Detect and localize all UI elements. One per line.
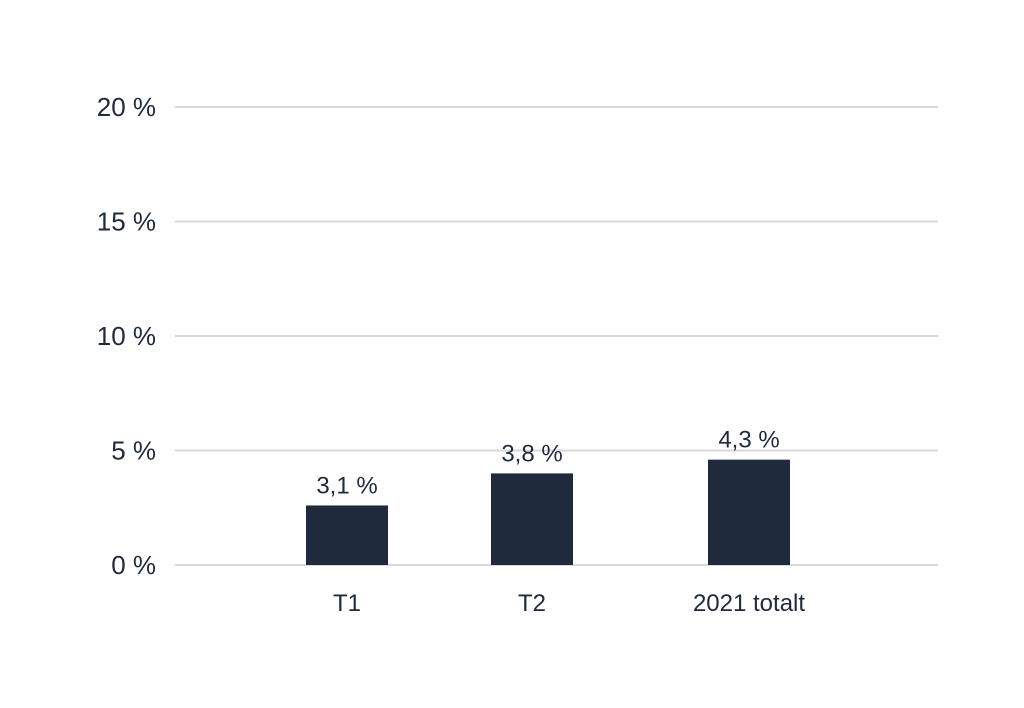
x-axis-category-labels: T1 T2 2021 totalt <box>333 590 805 617</box>
x-category-label: 2021 totalt <box>693 590 805 617</box>
gridlines <box>175 106 938 566</box>
data-label: 3,8 % <box>501 440 562 467</box>
x-category-label: T1 <box>333 590 361 617</box>
bar-2 <box>491 473 573 565</box>
y-tick-label: 5 % <box>111 436 156 466</box>
x-category-label: T2 <box>518 590 546 617</box>
data-labels: 3,1 % 3,8 % 4,3 % <box>316 427 779 500</box>
y-tick-label: 0 % <box>111 550 156 580</box>
bar-3 <box>708 459 790 565</box>
y-tick-label: 20 % <box>97 92 156 122</box>
y-tick-label: 15 % <box>97 207 156 237</box>
bar-1 <box>306 505 388 565</box>
bars <box>306 459 790 565</box>
y-axis-tick-labels: 0 % 5 % 10 % 15 % 20 % <box>97 92 156 580</box>
data-label: 4,3 % <box>718 427 779 454</box>
data-label: 3,1 % <box>316 472 377 499</box>
y-tick-label: 10 % <box>97 321 156 351</box>
